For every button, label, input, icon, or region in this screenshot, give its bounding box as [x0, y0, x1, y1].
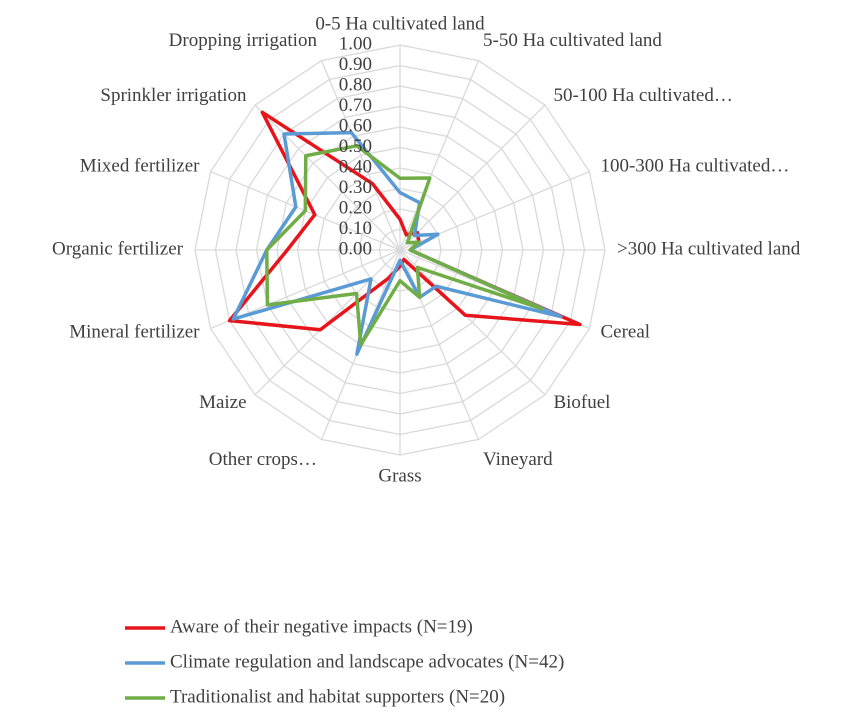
category-label: Biofuel	[553, 392, 610, 413]
category-label: Vineyard	[483, 449, 553, 470]
category-label: Organic fertilizer	[52, 238, 184, 259]
spoke	[320, 60, 401, 251]
y-tick-label: 0.20	[339, 197, 372, 218]
category-label: Mineral fertilizer	[69, 321, 200, 342]
category-label: Maize	[199, 392, 246, 413]
spoke	[399, 104, 546, 251]
y-tick-label: 0.40	[339, 156, 372, 177]
category-label: 50-100 Ha cultivated…	[553, 85, 732, 106]
y-tick-label: 0.70	[339, 95, 372, 116]
category-label: 0-5 Ha cultivated land	[315, 13, 485, 34]
category-label: Other crops…	[209, 449, 317, 470]
y-tick-label: 0.80	[339, 74, 372, 95]
legend-label: Aware of their negative impacts (N=19)	[170, 616, 473, 637]
category-label: Cereal	[600, 321, 650, 342]
y-tick-label: 0.30	[339, 177, 372, 198]
legend-label: Traditionalist and habitat supporters (N…	[170, 686, 505, 707]
series-line	[227, 110, 582, 332]
category-label: 5-50 Ha cultivated land	[483, 30, 662, 51]
spoke	[254, 104, 401, 251]
legend-label: Climate regulation and landscape advocat…	[170, 651, 564, 672]
y-tick-label: 0.60	[339, 115, 372, 136]
series-line	[265, 144, 544, 347]
spoke	[399, 249, 546, 396]
y-tick-label: 0.10	[339, 218, 372, 239]
category-label: Grass	[378, 465, 421, 486]
spoke	[399, 249, 480, 440]
category-label: 100-300 Ha cultivated…	[600, 155, 789, 176]
spoke	[399, 60, 480, 251]
category-label: Mixed fertilizer	[80, 155, 200, 176]
series-line	[231, 130, 563, 356]
category-label: Sprinkler irrigation	[100, 85, 247, 106]
y-tick-label: 1.00	[339, 33, 372, 54]
y-tick-label: 0.00	[339, 238, 372, 259]
category-label: >300 Ha cultivated land	[617, 238, 801, 259]
y-tick-label: 0.90	[339, 54, 372, 75]
y-tick-label: 0.50	[339, 136, 372, 157]
category-label: Dropping irrigation	[169, 30, 318, 51]
